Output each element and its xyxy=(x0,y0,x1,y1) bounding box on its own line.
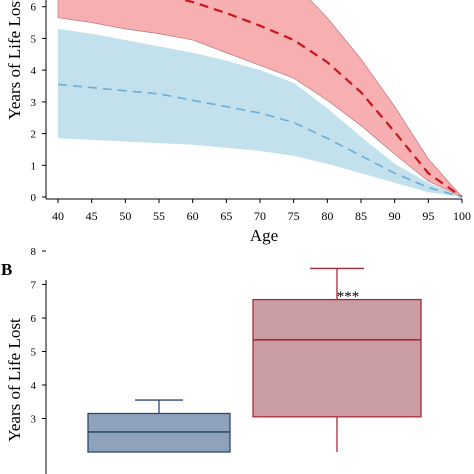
x-tick-label: 50 xyxy=(119,209,131,223)
y-tick-label: 7 xyxy=(31,280,37,292)
y-tick-label: 6 xyxy=(31,2,37,14)
x-tick-label: 80 xyxy=(321,209,333,223)
y-tick-label: 5 xyxy=(31,347,37,359)
x-tick-label: 40 xyxy=(52,209,64,223)
x-tick-label: 45 xyxy=(86,209,98,223)
x-tick-label: 60 xyxy=(187,209,199,223)
y-tick-label: 4 xyxy=(31,65,37,77)
box-2 xyxy=(252,298,422,418)
box-1 xyxy=(87,412,231,453)
confidence-bands xyxy=(57,0,463,198)
x-tick-label: 75 xyxy=(288,209,300,223)
x-axis-ticks: 40 45 50 55 60 65 70 75 80 85 90 95 100 xyxy=(52,199,471,223)
boxes xyxy=(87,267,422,453)
x-tick-label: 95 xyxy=(422,209,434,223)
y-axis-label-b: Years of Life Lost xyxy=(5,318,24,442)
y-axis-ticks-b: 3 4 5 6 7 8 xyxy=(31,246,46,426)
band-series-1 xyxy=(57,0,463,198)
x-tick-label: 70 xyxy=(254,209,266,223)
line-series-1 xyxy=(179,0,463,198)
x-axis-label: Age xyxy=(250,226,278,245)
panel-label: B xyxy=(1,260,12,279)
series-lines xyxy=(57,0,463,198)
y-tick-label: 8 xyxy=(31,246,37,258)
y-tick-label: 0 xyxy=(31,192,37,204)
x-tick-label: 65 xyxy=(220,209,232,223)
x-tick-label: 100 xyxy=(453,209,471,223)
x-tick-label: 55 xyxy=(153,209,165,223)
x-tick-label: 90 xyxy=(389,209,401,223)
y-axis-label: Years of Life Lost xyxy=(5,0,24,120)
y-tick-label: 3 xyxy=(31,414,37,426)
y-tick-label: 5 xyxy=(31,33,37,45)
y-axis-ticks: 01234567 xyxy=(31,2,46,204)
y-tick-label: 3 xyxy=(31,97,37,109)
significance-annotation: *** xyxy=(337,289,360,305)
y-tick-label: 4 xyxy=(31,380,37,392)
x-tick-label: 85 xyxy=(355,209,367,223)
line-series-2 xyxy=(57,83,463,198)
box-plot-panel: B 3 4 5 6 7 8 *** Years of Life Lost xyxy=(1,246,422,474)
y-tick-label: 2 xyxy=(31,129,37,141)
y-tick-label: 1 xyxy=(31,160,37,172)
band-series-2 xyxy=(58,28,462,198)
y-tick-label: 6 xyxy=(31,313,37,325)
